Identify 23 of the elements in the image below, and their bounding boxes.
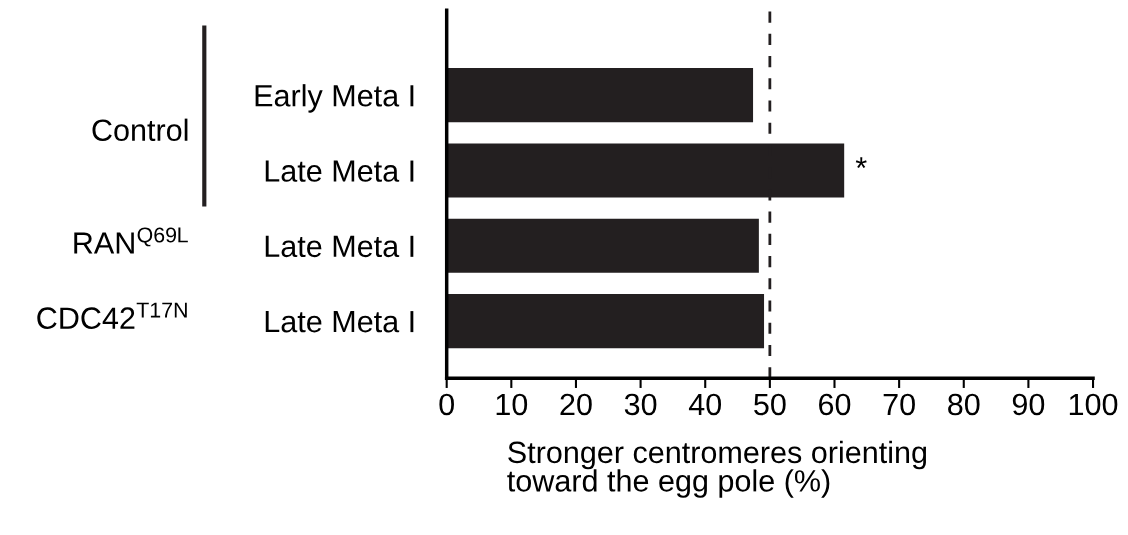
x-tick-label: 60 xyxy=(819,393,851,416)
bar xyxy=(446,293,765,349)
text: RAN$^{Q69L}$ xyxy=(74,227,188,254)
bar xyxy=(446,68,754,123)
x-tick-label: 90 xyxy=(1012,393,1045,416)
x-tick-label: 20 xyxy=(560,393,592,416)
y-tick-label: Late Meta I xyxy=(265,311,414,333)
x-tick-label: 0 xyxy=(439,393,454,416)
bar xyxy=(446,218,759,273)
x-tick-label: 50 xyxy=(754,393,786,416)
x-tick-label: 30 xyxy=(624,393,657,416)
x-tick-label: 40 xyxy=(688,393,722,416)
text: Control xyxy=(92,118,188,142)
x-tick-label: 100 xyxy=(1069,393,1118,416)
x-tick-label: 80 xyxy=(948,393,980,416)
x-tick-label: 10 xyxy=(496,393,528,416)
x-axis-title: Stronger centromeres orienting toward the egg pole (%) xyxy=(507,440,927,498)
y-tick-label: Late Meta I xyxy=(265,160,414,182)
x-tick-label: 70 xyxy=(883,393,915,416)
text: CDC42$^{T17N}$ xyxy=(37,302,187,329)
data-label: * xyxy=(855,157,867,169)
y-tick-label: Early Meta I xyxy=(255,84,414,113)
y-tick-label: Late Meta I xyxy=(265,235,414,258)
